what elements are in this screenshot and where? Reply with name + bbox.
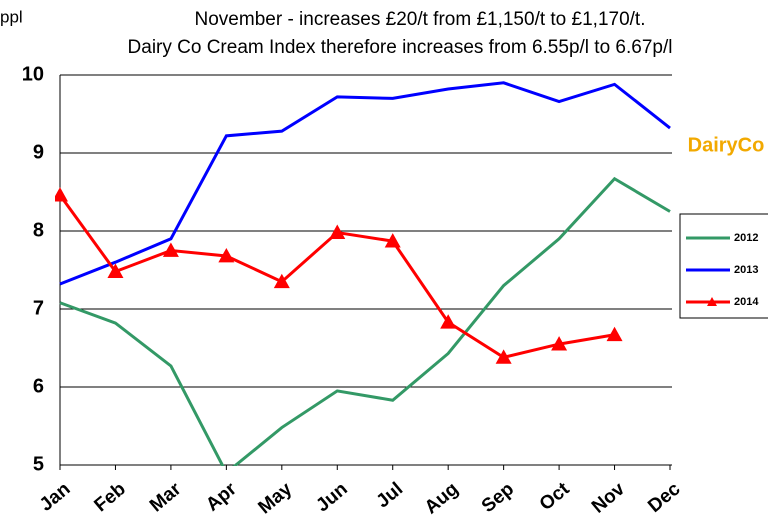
legend-marker xyxy=(707,297,717,306)
y-tick-label: 7 xyxy=(33,297,44,319)
y-tick-label: 10 xyxy=(22,63,44,85)
legend-label: 2013 xyxy=(734,264,758,276)
series-line xyxy=(59,81,671,286)
data-point xyxy=(329,224,346,239)
data-point xyxy=(606,326,623,342)
chart-subtitle: Dairy Co Cream Index therefore increases… xyxy=(128,37,673,58)
data-point xyxy=(273,273,290,289)
data-point xyxy=(551,336,568,351)
data-point xyxy=(218,247,235,263)
x-tick-label: Jun xyxy=(312,479,351,517)
data-point xyxy=(495,349,512,364)
x-tick-label: Feb xyxy=(91,479,130,517)
x-tick-label: Mar xyxy=(146,478,186,516)
x-tick-label: May xyxy=(254,478,296,518)
x-tick-label: Oct xyxy=(536,478,574,515)
legend-label: 2014 xyxy=(734,296,759,308)
x-tick-label: Dec xyxy=(644,478,685,517)
x-tick-label: Jul xyxy=(373,479,408,513)
y-axis-label: ppl xyxy=(0,7,23,26)
data-point xyxy=(384,233,401,248)
y-tick-label: 6 xyxy=(33,375,44,397)
x-tick-label: Nov xyxy=(588,478,629,517)
x-tick-label: Aug xyxy=(421,479,463,519)
data-point xyxy=(162,242,179,257)
plot-area xyxy=(55,81,671,466)
y-tick-label: 9 xyxy=(33,141,44,163)
series-line xyxy=(59,176,671,466)
x-tick-label: Sep xyxy=(478,479,518,517)
series-line xyxy=(58,194,615,359)
x-tick-label: Apr xyxy=(202,478,241,516)
logo: DairyCo xyxy=(688,134,765,156)
chart-title: November - increases £20/t from £1,150/t… xyxy=(195,9,646,30)
x-tick-label: Jan xyxy=(36,479,75,516)
y-tick-label: 8 xyxy=(33,219,44,241)
y-tick-label: 5 xyxy=(33,453,44,475)
data-point xyxy=(107,263,124,278)
data-point xyxy=(440,314,457,329)
legend-label: 2012 xyxy=(734,232,758,244)
data-point xyxy=(55,187,68,202)
